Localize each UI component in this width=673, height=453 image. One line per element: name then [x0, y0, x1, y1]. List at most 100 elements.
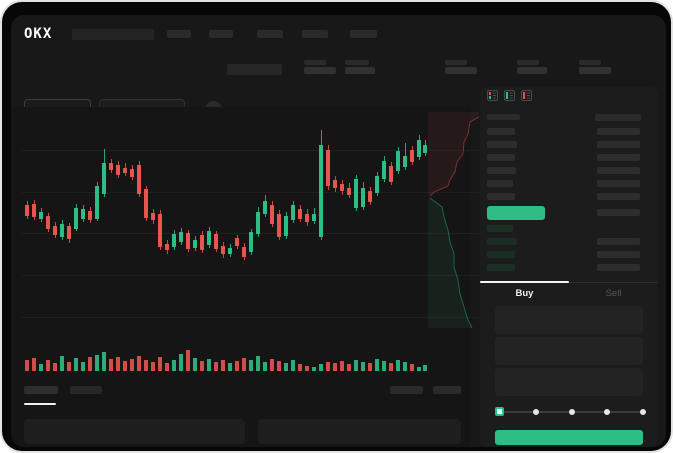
tab-buy[interactable]: Buy: [515, 288, 534, 299]
ask-price-bar[interactable]: [487, 167, 516, 174]
volume-bar: [277, 361, 281, 371]
buy-submit-button[interactable]: [495, 430, 643, 445]
price-input[interactable]: [495, 306, 643, 334]
volume-bar: [396, 360, 400, 371]
ask-amount-bar[interactable]: [597, 180, 640, 187]
volume-bar: [298, 364, 302, 371]
nav-menu-item[interactable]: [302, 30, 328, 38]
slider-dot[interactable]: [568, 409, 575, 415]
nav-menu-item[interactable]: [209, 30, 233, 38]
candle-body: [32, 204, 36, 217]
bid-price-bar[interactable]: [487, 238, 517, 245]
ask-amount-bar[interactable]: [597, 193, 640, 200]
volume-bar: [60, 356, 64, 371]
stat-value-bar: [445, 67, 477, 74]
candle-body: [417, 140, 421, 157]
tabs-divider: [480, 282, 658, 283]
slider-dot[interactable]: [604, 409, 611, 415]
bid-amount-bar[interactable]: [597, 238, 640, 245]
bid-price-bar[interactable]: [487, 251, 515, 258]
total-input[interactable]: [495, 368, 643, 396]
volume-chart: [11, 107, 471, 387]
market-bar: Spot Trading: [11, 55, 666, 120]
slider-handle[interactable]: [495, 407, 504, 416]
ask-amount-bar[interactable]: [597, 141, 640, 148]
ask-price-bar[interactable]: [487, 141, 517, 148]
volume-bar: [228, 363, 232, 371]
bid-price-bar[interactable]: [487, 264, 515, 271]
volume-bar: [417, 367, 421, 371]
volume-bar: [319, 364, 323, 371]
orderbook-header-right: [595, 114, 641, 121]
nav-menu-item[interactable]: [257, 30, 283, 38]
candle-body: [88, 211, 92, 220]
candle-body: [347, 188, 351, 195]
candle-body: [130, 169, 134, 177]
candle-body: [46, 216, 50, 229]
volume-bar: [179, 354, 183, 371]
bid-amount-bar[interactable]: [597, 264, 640, 271]
candle-body: [137, 165, 141, 194]
volume-bar: [81, 362, 85, 371]
candle-body: [340, 184, 344, 191]
book-bids-icon[interactable]: [504, 90, 515, 101]
app-window: OKX Spot Trading: [11, 15, 666, 447]
slider-dot[interactable]: [640, 409, 646, 415]
volume-bar: [116, 357, 120, 371]
candle-body: [221, 246, 225, 254]
orders-filter-bar[interactable]: [390, 386, 423, 394]
volume-bar: [207, 359, 211, 371]
candle-body: [256, 212, 260, 234]
volume-bar: [221, 360, 225, 371]
candle-body: [326, 150, 330, 186]
volume-bar: [368, 363, 372, 371]
volume-bar: [382, 361, 386, 371]
nav-menu-item[interactable]: [350, 30, 377, 38]
candle-body: [396, 151, 400, 171]
orders-tab[interactable]: [70, 386, 102, 394]
candle-body: [39, 212, 43, 219]
ask-price-bar[interactable]: [487, 128, 515, 135]
depth-chart-area: [428, 112, 480, 329]
volume-bar: [249, 360, 253, 371]
candle-body: [102, 163, 106, 194]
nav-menu-item[interactable]: [167, 30, 191, 38]
orders-table-placeholder: [24, 419, 245, 444]
candle-body: [312, 214, 316, 221]
top-navbar: OKX: [11, 15, 666, 55]
candle-body: [60, 224, 64, 237]
volume-bar: [410, 364, 414, 371]
candle-body: [123, 168, 127, 173]
orders-tab-active[interactable]: [24, 386, 58, 394]
stat-value-bar: [517, 67, 547, 74]
book-both-icon[interactable]: [487, 90, 498, 101]
last-price-button[interactable]: [487, 206, 545, 220]
ask-amount-bar[interactable]: [597, 128, 640, 135]
ask-price-bar[interactable]: [487, 154, 515, 161]
order-panel: Buy Sell: [480, 87, 658, 447]
amount-input[interactable]: [495, 337, 643, 365]
stat-label-bar: [345, 60, 369, 65]
book-asks-icon[interactable]: [521, 90, 532, 101]
volume-bar: [88, 357, 92, 371]
candle-body: [333, 180, 337, 188]
ask-amount-bar[interactable]: [597, 167, 640, 174]
bid-amount-bar[interactable]: [597, 251, 640, 258]
candle-body: [193, 240, 197, 248]
orders-filter-bar[interactable]: [433, 386, 461, 394]
ask-price-bar[interactable]: [487, 180, 513, 187]
volume-bar: [144, 360, 148, 371]
candle-body: [410, 150, 414, 162]
volume-bar: [354, 360, 358, 371]
volume-bar: [172, 360, 176, 371]
candle-body: [165, 244, 169, 250]
bid-price-bar[interactable]: [487, 225, 513, 232]
ask-amount-bar[interactable]: [597, 154, 640, 161]
volume-bar: [46, 360, 50, 371]
ask-price-bar[interactable]: [487, 193, 515, 200]
tab-sell[interactable]: Sell: [605, 288, 622, 299]
volume-bar: [67, 362, 71, 371]
search-bar[interactable]: [72, 29, 154, 40]
candle-body: [354, 179, 358, 208]
slider-dot[interactable]: [532, 409, 539, 415]
